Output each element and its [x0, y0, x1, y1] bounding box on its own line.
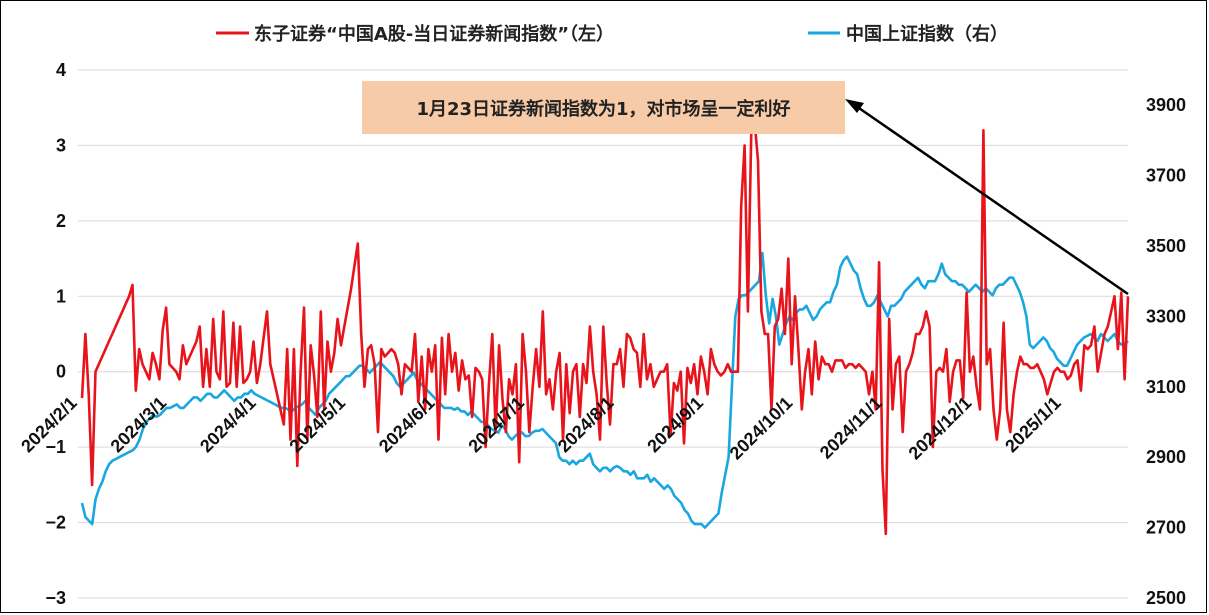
legend-label-news-index: 东子证券“中国A股-当日证券新闻指数”（左）: [254, 23, 614, 45]
right-tick-label: 3100: [1146, 377, 1186, 397]
left-tick-label: 1: [56, 286, 66, 306]
right-tick-label: 2700: [1146, 518, 1186, 538]
x-tick-label: 2024/12/1: [905, 393, 976, 464]
legend: 东子证券“中国A股-当日证券新闻指数”（左） 中国上证指数（右）: [216, 23, 1008, 45]
right-tick-label: 2500: [1146, 588, 1186, 608]
left-tick-label: 0: [56, 362, 66, 382]
series-line-news-index: [80, 121, 1130, 536]
annotation-text: 1月23日证券新闻指数为1，对市场呈一定利好: [416, 98, 791, 120]
left-tick-label: −2: [45, 513, 66, 533]
annotation-arrow-head: [845, 99, 864, 113]
x-tick-label: 2024/10/1: [726, 393, 797, 464]
left-tick-label: −1: [45, 437, 66, 457]
right-tick-label: 2900: [1146, 447, 1186, 467]
right-tick-label: 3300: [1146, 306, 1186, 326]
series-line-sse-index: [80, 251, 1129, 529]
right-tick-label: 3700: [1146, 166, 1186, 186]
series-layer: [80, 121, 1130, 536]
right-tick-label: 3500: [1146, 236, 1186, 256]
annotation-box: 1月23日证券新闻指数为1，对市场呈一定利好: [362, 81, 845, 134]
x-axis-ticks: 2024/2/1 2024/3/1 2024/4/1 2024/5/1 2024/6/1…: [17, 393, 1065, 464]
right-axis-ticks: 3900 3700 3500 3300 3100 2900 2700 2500: [1146, 95, 1186, 608]
right-tick-label: 3900: [1146, 95, 1186, 115]
left-tick-label: 3: [56, 135, 66, 155]
left-tick-label: 4: [56, 60, 66, 80]
left-tick-label: 2: [56, 211, 66, 231]
annotation-arrow: [845, 99, 1129, 296]
left-axis-ticks: 4 3 2 1 0 −1 −2 −3: [45, 60, 66, 608]
annotation-arrow-line: [855, 104, 1129, 296]
left-tick-label: −3: [45, 588, 66, 608]
legend-label-sse-index: 中国上证指数（右）: [846, 23, 1008, 45]
x-tick-label: 2024/11/1: [816, 393, 886, 463]
